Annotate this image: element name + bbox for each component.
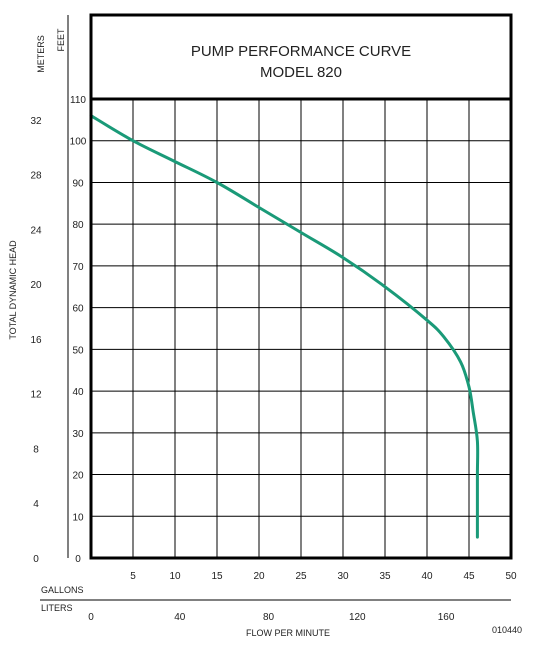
y-tick-label-feet: 90 xyxy=(72,178,84,189)
chart-title: PUMP PERFORMANCE CURVE xyxy=(191,43,411,60)
y-tick-label-feet: 20 xyxy=(72,471,84,482)
y-tick-label-meters: 16 xyxy=(30,335,42,346)
y-tick-label-meters: 28 xyxy=(30,171,42,182)
x-tick-label-liters: 80 xyxy=(263,612,275,623)
y-tick-label-feet: 30 xyxy=(72,429,84,440)
y-tick-label-feet: 60 xyxy=(72,304,84,315)
x-tick-label: 40 xyxy=(421,571,433,582)
y-tick-label-meters: 20 xyxy=(30,280,42,291)
chart-subtitle: MODEL 820 xyxy=(260,64,342,81)
y-tick-label-meters: 8 xyxy=(33,444,39,455)
x-unit-liters: LITERS xyxy=(41,603,73,613)
x-tick-label-liters: 40 xyxy=(174,612,186,623)
x-tick-label: 50 xyxy=(505,571,517,582)
x-axis-label: FLOW PER MINUTE xyxy=(246,628,330,638)
title-box xyxy=(89,13,513,101)
series-layer xyxy=(89,114,480,539)
y-tick-labels: 10 20 30 40 50 60 70 80 90 100 110 0 0 4 8 12 16 20 24 28 32 xyxy=(30,95,86,565)
y-tick-label-meters: 12 xyxy=(30,390,42,401)
y-tick-label-feet: 10 xyxy=(72,512,84,523)
x-tick-label-liters: 120 xyxy=(349,612,366,623)
y-tick-label-meters: 32 xyxy=(30,116,42,127)
x-tick-label: 35 xyxy=(379,571,391,582)
x-tick-label-liters: 160 xyxy=(438,612,455,623)
y-tick-label-meters: 4 xyxy=(33,499,39,510)
y-tick-label-feet: 40 xyxy=(72,387,84,398)
x-tick-label: 5 xyxy=(130,571,136,582)
y-axis-label: TOTAL DYNAMIC HEAD xyxy=(8,240,18,340)
x-tick-label-liters: 0 xyxy=(88,612,94,623)
y-tick-label-feet: 50 xyxy=(72,345,84,356)
y-tick-label-meters: 24 xyxy=(30,225,42,236)
x-tick-label: 15 xyxy=(211,571,223,582)
y-tick-label-feet: 100 xyxy=(70,137,87,148)
performance-curve xyxy=(89,114,480,539)
x-tick-label: 25 xyxy=(295,571,307,582)
x-tick-label: 45 xyxy=(463,571,475,582)
y-tick-label-feet: 70 xyxy=(72,262,84,273)
grid xyxy=(91,99,511,558)
x-tick-label: 20 xyxy=(253,571,265,582)
x-unit-gallons: GALLONS xyxy=(41,585,84,595)
y-tick-label-meters: 0 xyxy=(33,554,39,565)
y-tick-label-feet: 110 xyxy=(70,95,86,106)
y-tick-label-feet: 80 xyxy=(72,220,84,231)
x-tick-labels: 5 10 15 20 25 30 35 40 45 50 0 40 80 120 160 xyxy=(88,571,517,623)
y-unit-feet: FEET xyxy=(56,28,66,52)
y-tick-label-feet: 0 xyxy=(75,554,81,565)
x-tick-label: 30 xyxy=(337,571,349,582)
plot-frame xyxy=(89,97,513,560)
drawing-code: 010440 xyxy=(492,625,522,635)
y-unit-meters: METERS xyxy=(36,35,46,73)
x-tick-label: 10 xyxy=(169,571,181,582)
